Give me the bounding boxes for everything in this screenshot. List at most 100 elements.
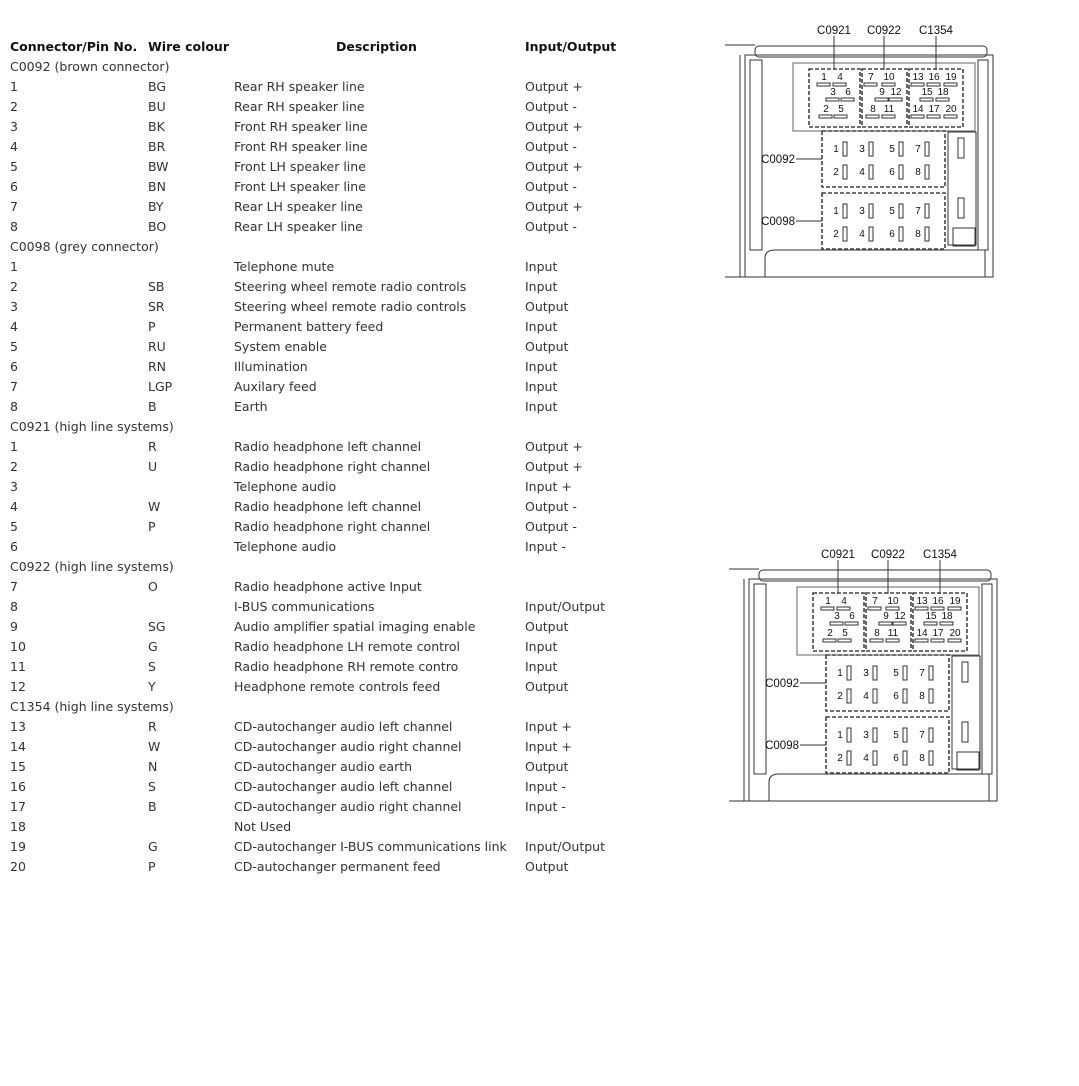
input-output: Output - [525, 179, 577, 194]
wire-colour: W [148, 499, 161, 514]
pin-label: 18 [937, 87, 949, 98]
pin-contact [846, 727, 852, 743]
pin-number: 5 [10, 519, 18, 534]
wire-colour: N [148, 759, 158, 774]
input-output: Output [525, 859, 569, 874]
pin-label: 17 [928, 104, 940, 115]
pin-label: 10 [887, 596, 899, 607]
pin-label: 1 [833, 206, 839, 217]
input-output: Output + [525, 459, 583, 474]
pin-number: 7 [10, 199, 18, 214]
housing-top-bar [754, 45, 988, 58]
wire-colour: R [148, 439, 157, 454]
pin-label: 16 [928, 72, 940, 83]
pin-contact [923, 621, 938, 626]
pin-contact [888, 97, 903, 102]
pin-label: 7 [919, 730, 925, 741]
pin-contact [867, 606, 882, 611]
pin-contact [865, 114, 880, 119]
pin-label: 5 [893, 730, 899, 741]
pin-contact [881, 82, 896, 87]
pin-label: 8 [874, 628, 880, 639]
pin-label: 1 [837, 730, 843, 741]
housing-right-rail [981, 583, 993, 775]
pin-label: 2 [823, 104, 829, 115]
slot [961, 661, 969, 683]
pin-contact [872, 688, 878, 704]
pin-number: 2 [10, 99, 18, 114]
pin-contact [902, 665, 908, 681]
description: System enable [234, 339, 327, 354]
pin-contact [928, 688, 934, 704]
description: CD-autochanger audio right channel [234, 739, 462, 754]
wire-colour: LGP [148, 379, 173, 394]
input-output: Input [525, 359, 558, 374]
description: Not Used [234, 819, 292, 834]
description: Telephone audio [234, 479, 337, 494]
wire-colour: RN [148, 359, 167, 374]
wire-colour: P [148, 319, 156, 334]
input-output: Output + [525, 79, 583, 94]
pin-label: 4 [859, 167, 865, 178]
pin-label: 1 [837, 668, 843, 679]
input-output: Input [525, 279, 558, 294]
input-output: Output [525, 619, 569, 634]
pin-contact [825, 97, 840, 102]
pin-contact [842, 164, 848, 180]
pin-contact [928, 665, 934, 681]
description: CD-autochanger audio earth [234, 759, 413, 774]
connector-label-C1354: C1354 [919, 25, 953, 37]
wire-colour: W [148, 739, 161, 754]
pin-label: 7 [919, 668, 925, 679]
housing-right-rail [977, 59, 989, 251]
side-block-lower [952, 227, 976, 247]
wire-colour: BW [148, 159, 169, 174]
pin-contact [863, 82, 878, 87]
input-output: Input/Output [525, 839, 605, 854]
pin-label: 17 [932, 628, 944, 639]
pin-contact [898, 164, 904, 180]
wire-colour: SG [148, 619, 166, 634]
pin-contact [930, 638, 945, 643]
input-output: Input + [525, 719, 572, 734]
pin-contact [898, 203, 904, 219]
pin-label: 2 [837, 691, 843, 702]
pin-contact [914, 638, 929, 643]
input-output: Output + [525, 199, 583, 214]
description: Front RH speaker line [234, 139, 368, 154]
connector-label-C0098: C0098 [761, 216, 795, 228]
pin-contact [924, 226, 930, 242]
description: Rear RH speaker line [234, 99, 365, 114]
wire-colour: S [148, 779, 156, 794]
wire-colour: BG [148, 79, 167, 94]
pin-label: 6 [893, 691, 899, 702]
pin-contact [872, 750, 878, 766]
description: I-BUS communications [234, 599, 375, 614]
input-output: Output - [525, 519, 577, 534]
description: Audio amplifier spatial imaging enable [234, 619, 476, 634]
pin-number: 4 [10, 319, 18, 334]
wire-colour: P [148, 859, 156, 874]
pin-label: 1 [821, 72, 827, 83]
pin-label: 2 [833, 167, 839, 178]
section-title: C0921 (high line systems) [10, 419, 174, 434]
connector-label-C1354: C1354 [923, 549, 957, 561]
pin-label: 15 [925, 611, 937, 622]
pin-contact [842, 203, 848, 219]
pin-label: 13 [916, 596, 928, 607]
input-output: Input [525, 319, 558, 334]
pin-label: 3 [859, 144, 865, 155]
pin-contact [935, 97, 950, 102]
input-output: Output - [525, 219, 577, 234]
description: Radio headphone right channel [234, 459, 431, 474]
pin-contact [869, 638, 884, 643]
pin-number: 7 [10, 579, 18, 594]
input-output: Output [525, 759, 569, 774]
input-output: Input [525, 379, 558, 394]
wire-colour: S [148, 659, 156, 674]
pin-label: 2 [837, 753, 843, 764]
wire-colour: Y [148, 679, 156, 694]
pin-contact [836, 606, 851, 611]
pin-label: 5 [889, 144, 895, 155]
